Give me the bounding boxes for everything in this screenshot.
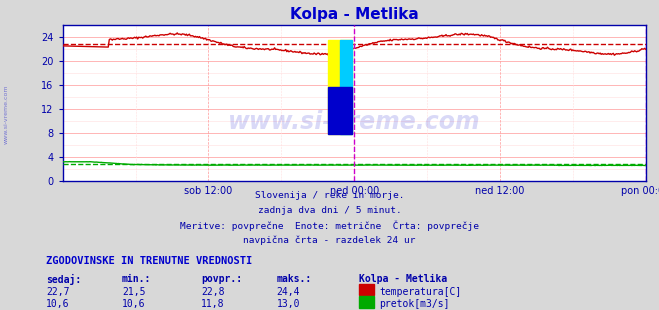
Text: 13,0: 13,0 (277, 299, 301, 309)
Text: temperatura[C]: temperatura[C] (379, 287, 461, 297)
Text: Slovenija / reke in morje.: Slovenija / reke in morje. (255, 191, 404, 200)
Text: 22,7: 22,7 (46, 287, 70, 297)
Text: 10,6: 10,6 (122, 299, 146, 309)
Bar (328, 87, 353, 135)
Text: www.si-vreme.com: www.si-vreme.com (4, 85, 9, 144)
Text: Kolpa - Metlika: Kolpa - Metlika (359, 274, 447, 284)
Text: sedaj:: sedaj: (46, 274, 81, 285)
Text: www.si-vreme.com: www.si-vreme.com (228, 110, 480, 134)
Text: navpična črta - razdelek 24 ur: navpična črta - razdelek 24 ur (243, 235, 416, 245)
Text: 10,6: 10,6 (46, 299, 70, 309)
Text: maks.:: maks.: (277, 274, 312, 284)
Title: Kolpa - Metlika: Kolpa - Metlika (290, 7, 418, 22)
Text: zadnja dva dni / 5 minut.: zadnja dva dni / 5 minut. (258, 206, 401, 215)
Text: 24,4: 24,4 (277, 287, 301, 297)
Text: 22,8: 22,8 (201, 287, 225, 297)
Text: min.:: min.: (122, 274, 152, 284)
Bar (328, 41, 353, 135)
Bar (339, 41, 353, 135)
Text: Meritve: povprečne  Enote: metrične  Črta: povprečje: Meritve: povprečne Enote: metrične Črta:… (180, 220, 479, 231)
Text: pretok[m3/s]: pretok[m3/s] (379, 299, 449, 309)
Text: povpr.:: povpr.: (201, 274, 242, 284)
Text: 21,5: 21,5 (122, 287, 146, 297)
Text: ZGODOVINSKE IN TRENUTNE VREDNOSTI: ZGODOVINSKE IN TRENUTNE VREDNOSTI (46, 256, 252, 266)
Text: 11,8: 11,8 (201, 299, 225, 309)
